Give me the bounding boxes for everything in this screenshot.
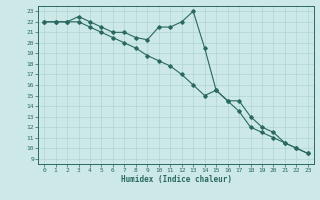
- X-axis label: Humidex (Indice chaleur): Humidex (Indice chaleur): [121, 175, 231, 184]
